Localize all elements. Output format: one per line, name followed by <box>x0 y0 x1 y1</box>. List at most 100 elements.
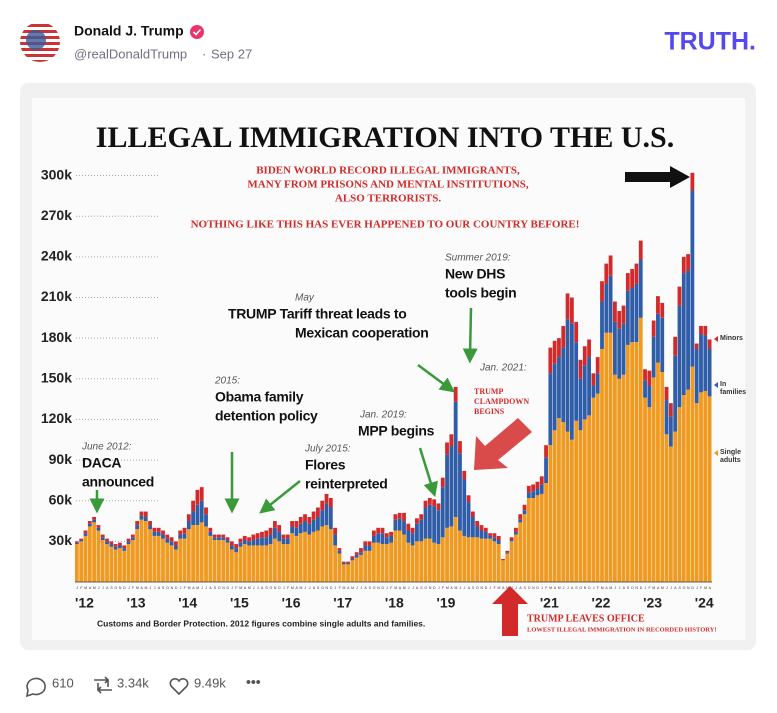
bar-segment <box>496 544 501 582</box>
bar-segment <box>307 534 312 582</box>
bar-segment <box>630 288 635 343</box>
bar-segment <box>212 534 217 538</box>
bar-segment <box>475 526 480 538</box>
handle[interactable]: @realDonaldTrump <box>74 46 187 61</box>
bar-segment <box>677 286 682 306</box>
bar-segment <box>126 538 131 542</box>
bar-segment <box>130 537 135 540</box>
bar-segment <box>96 527 101 531</box>
bar-segment <box>371 530 376 536</box>
bar-segment <box>643 369 647 381</box>
bar-segment <box>376 542 381 582</box>
source-note: Customs and Border Protection. 2012 figu… <box>97 618 425 628</box>
bar-segment <box>518 519 523 523</box>
x-month-label: M <box>394 586 397 590</box>
x-month-label: M <box>609 586 612 590</box>
bar-segment <box>578 359 583 379</box>
x-month-label: M <box>351 586 354 590</box>
bar-segment <box>105 538 109 542</box>
x-month-label: A <box>502 586 505 590</box>
bar-segment <box>488 535 492 539</box>
bar-segment <box>458 441 462 454</box>
bar-segment <box>432 506 437 543</box>
bar-segment <box>406 523 411 531</box>
bar-segment <box>255 545 260 582</box>
x-month-label: A <box>605 586 608 590</box>
annotation-text: reinterpreted <box>305 476 387 492</box>
x-month-label: A <box>261 586 264 590</box>
x-month-label: O <box>631 586 634 590</box>
bar-segment <box>638 240 643 260</box>
bar-segment <box>604 283 609 333</box>
bar-segment <box>651 377 656 582</box>
x-month-label: M <box>652 586 655 590</box>
bar-segment <box>595 373 600 394</box>
bar-segment <box>371 542 376 582</box>
bar-segment <box>436 544 441 582</box>
bar-segment <box>281 544 286 582</box>
bar-segment <box>526 492 531 498</box>
annotation-text: tools begin <box>445 285 516 301</box>
bar-segment <box>260 531 264 538</box>
like-icon[interactable] <box>169 677 189 696</box>
bar-segment <box>87 521 92 524</box>
x-month-label: J <box>335 586 337 590</box>
bar-segment <box>578 430 583 582</box>
bar-segment <box>415 523 419 542</box>
y-tick-label: 270k <box>41 207 72 223</box>
x-month-label: J <box>593 586 595 590</box>
x-month-label: D <box>691 586 694 590</box>
x-month-label: S <box>679 586 682 590</box>
reply-icon[interactable] <box>25 677 46 698</box>
bar-segment <box>316 507 320 517</box>
x-month-label: F <box>442 586 444 590</box>
bar-segment <box>638 317 643 582</box>
bar-segment <box>462 470 467 480</box>
bar-segment <box>367 550 372 582</box>
bar-segment <box>290 526 295 534</box>
bar-segment <box>217 537 221 540</box>
repost-icon[interactable] <box>94 676 112 694</box>
bar-segment <box>337 553 342 582</box>
arrow <box>417 363 456 393</box>
post-date[interactable]: Sep 27 <box>211 46 252 61</box>
x-month-label: A <box>674 586 677 590</box>
bar-segment <box>165 534 170 539</box>
bar-segment <box>578 378 583 431</box>
x-year-label: '14 <box>178 595 197 611</box>
bar-segment <box>479 525 484 531</box>
x-month-label: D <box>485 586 488 590</box>
bar-segment <box>561 422 566 582</box>
bar-segment <box>122 545 127 549</box>
bar-segment <box>410 545 415 582</box>
author-name[interactable]: Donald J. Trump <box>74 23 184 39</box>
more-menu[interactable]: ••• <box>246 674 261 690</box>
bar-segment <box>298 533 303 582</box>
annotation-date: May <box>295 293 315 304</box>
bar-segment <box>604 263 609 284</box>
x-month-label: A <box>106 586 109 590</box>
bar-segment <box>96 525 101 528</box>
bar-segment <box>307 516 312 524</box>
bar-segment <box>87 523 92 527</box>
bar-segment <box>617 311 622 329</box>
bar-segment <box>186 521 191 530</box>
bar-segment <box>333 545 338 582</box>
bar-segment <box>656 313 660 363</box>
legend-label: Single adults <box>720 449 742 464</box>
bar-segment <box>212 540 217 582</box>
bar-segment <box>427 538 432 582</box>
x-month-label: S <box>317 586 320 590</box>
bar-segment <box>221 537 226 540</box>
bar-segment <box>320 500 325 511</box>
bar-segment <box>195 489 200 505</box>
logo[interactable]: TRUTH. <box>664 28 756 56</box>
bar-segment <box>337 550 342 554</box>
bar-segment <box>83 533 88 536</box>
bar-segment <box>346 561 350 564</box>
bar-segment <box>75 542 79 545</box>
bar-segment <box>359 548 363 553</box>
bar-segment <box>156 531 161 536</box>
bar-segment <box>109 546 114 582</box>
x-month-label: J <box>309 586 311 590</box>
